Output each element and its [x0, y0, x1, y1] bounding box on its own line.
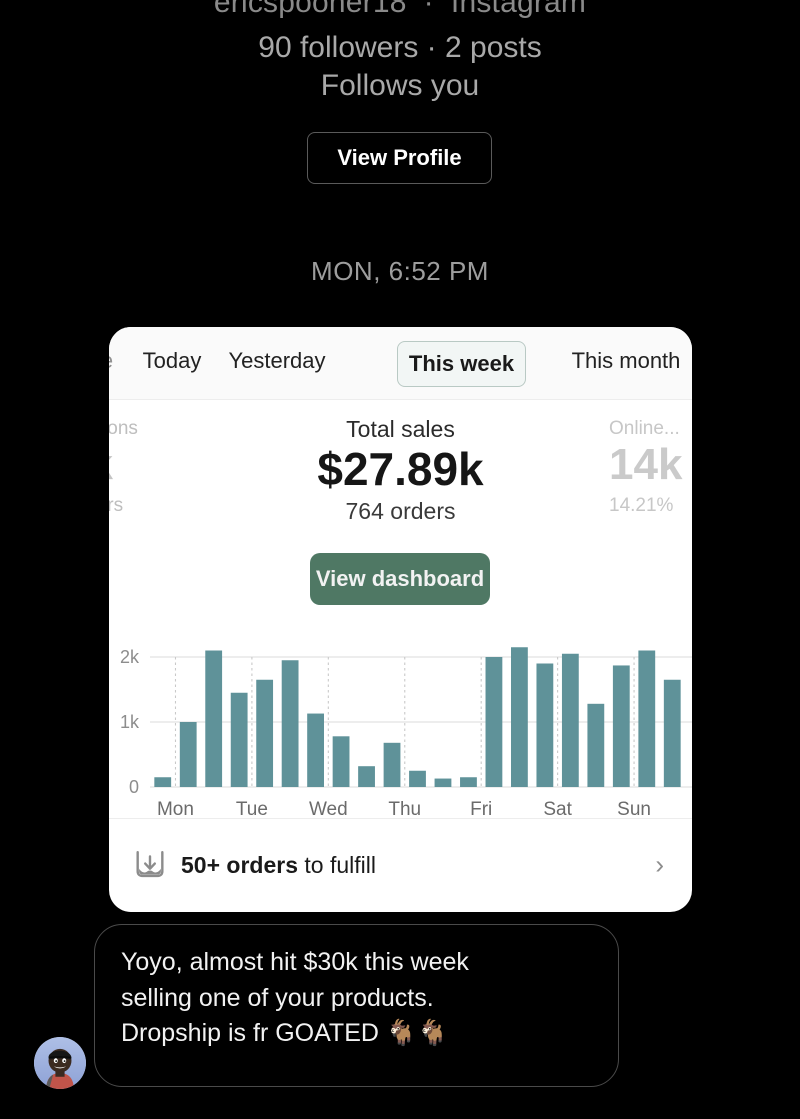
- svg-text:0: 0: [129, 777, 139, 797]
- svg-text:1k: 1k: [120, 712, 140, 732]
- svg-text:2k: 2k: [120, 647, 140, 667]
- svg-text:Fri: Fri: [470, 799, 492, 818]
- svg-text:Thu: Thu: [388, 799, 421, 818]
- svg-text:Tue: Tue: [236, 799, 268, 818]
- svg-text:Wed: Wed: [309, 799, 348, 818]
- svg-text:Sat: Sat: [543, 799, 572, 818]
- svg-text:Mon: Mon: [157, 799, 194, 818]
- svg-text:Sun: Sun: [617, 799, 651, 818]
